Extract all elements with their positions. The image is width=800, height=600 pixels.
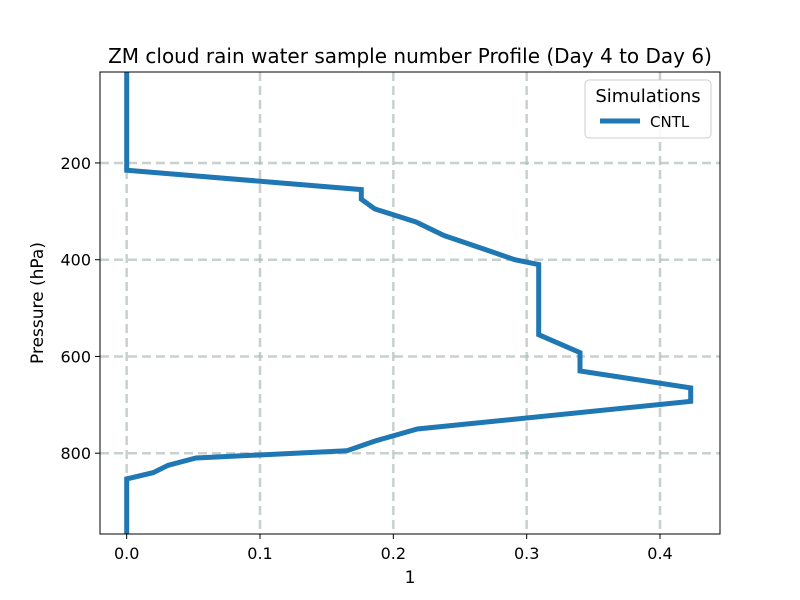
y-tick-label: 400	[60, 251, 91, 270]
legend-title: Simulations	[595, 86, 700, 107]
x-tick-label: 0.3	[514, 544, 539, 563]
plot-area-frame	[99, 71, 721, 535]
y-axis-ticks: 200 400 600 800	[60, 154, 100, 463]
y-tick-label: 200	[60, 154, 91, 173]
x-tick-label: 0.2	[381, 544, 406, 563]
legend-label-cntl: CNTL	[650, 113, 690, 131]
grid-lines	[100, 72, 720, 534]
series-layer	[124, 72, 694, 534]
legend: Simulations CNTL	[584, 79, 712, 139]
x-axis-ticks: 0.0 0.1 0.2 0.3 0.4	[114, 534, 673, 563]
x-axis-label: 1	[405, 568, 416, 588]
y-tick-label: 600	[60, 347, 91, 366]
chart-title: ZM cloud rain water sample number Profil…	[108, 44, 712, 68]
x-tick-label: 0.4	[647, 544, 672, 563]
y-tick-label: 800	[60, 444, 91, 463]
series-line-cntl	[124, 72, 694, 534]
x-tick-label: 0.0	[114, 544, 139, 563]
x-tick-label: 0.1	[247, 544, 272, 563]
y-axis-label: Pressure (hPa)	[28, 242, 48, 364]
